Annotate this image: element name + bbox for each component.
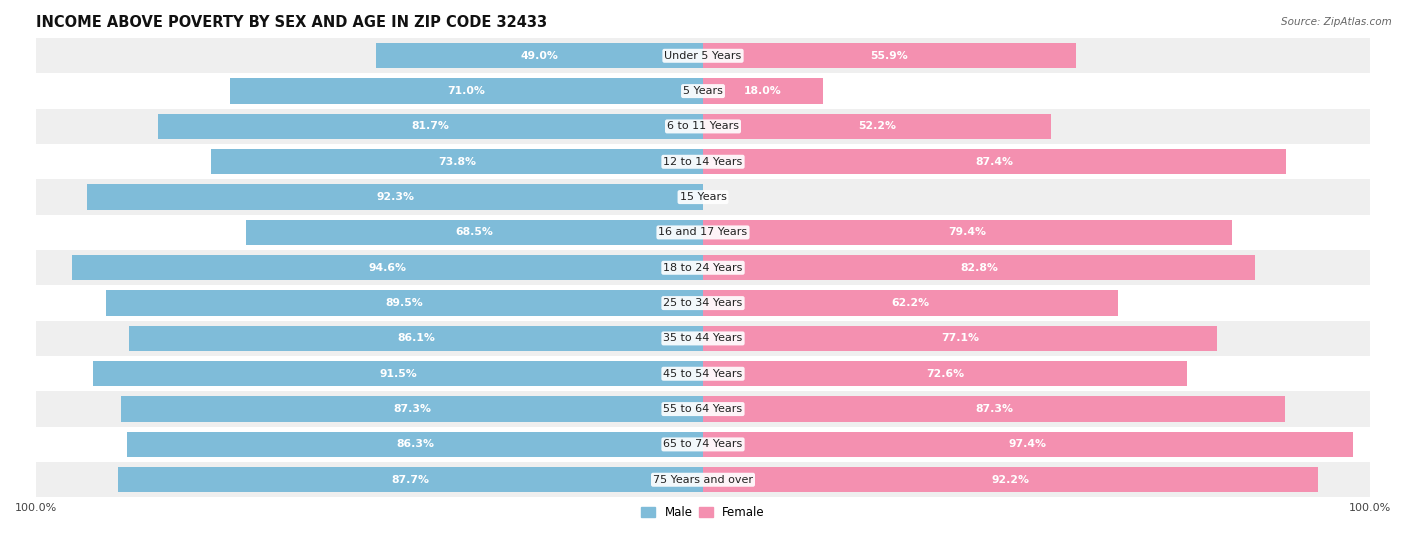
Bar: [157, 113, 703, 139]
Bar: [703, 361, 1187, 386]
Bar: [37, 144, 1369, 179]
Bar: [246, 220, 703, 245]
Legend: Male, Female: Male, Female: [637, 501, 769, 524]
Bar: [229, 78, 703, 104]
Bar: [37, 286, 1369, 321]
Text: 79.4%: 79.4%: [949, 228, 987, 238]
Text: 73.8%: 73.8%: [437, 157, 475, 167]
Bar: [703, 290, 1118, 316]
Text: 87.4%: 87.4%: [976, 157, 1014, 167]
Text: 15 Years: 15 Years: [679, 192, 727, 202]
Text: 16 and 17 Years: 16 and 17 Years: [658, 228, 748, 238]
Bar: [37, 321, 1369, 356]
Bar: [703, 432, 1353, 457]
Bar: [703, 149, 1286, 174]
Bar: [703, 220, 1233, 245]
Bar: [703, 43, 1076, 69]
Bar: [87, 184, 703, 210]
Bar: [377, 43, 703, 69]
Text: Under 5 Years: Under 5 Years: [665, 51, 741, 61]
Text: 62.2%: 62.2%: [891, 298, 929, 308]
Text: 97.4%: 97.4%: [1008, 439, 1047, 449]
Bar: [703, 78, 823, 104]
Text: 45 to 54 Years: 45 to 54 Years: [664, 369, 742, 379]
Text: 77.1%: 77.1%: [941, 333, 979, 343]
Text: Source: ZipAtlas.com: Source: ZipAtlas.com: [1281, 17, 1392, 27]
Text: 94.6%: 94.6%: [368, 263, 406, 273]
Text: 55.9%: 55.9%: [870, 51, 908, 61]
Text: 87.3%: 87.3%: [976, 404, 1014, 414]
Text: 68.5%: 68.5%: [456, 228, 494, 238]
Text: 91.5%: 91.5%: [380, 369, 416, 379]
Text: 92.2%: 92.2%: [991, 475, 1029, 485]
Text: 87.7%: 87.7%: [392, 475, 430, 485]
Text: 18.0%: 18.0%: [744, 86, 782, 96]
Text: 72.6%: 72.6%: [927, 369, 965, 379]
Bar: [37, 391, 1369, 427]
Text: 12 to 14 Years: 12 to 14 Years: [664, 157, 742, 167]
Bar: [37, 38, 1369, 73]
Text: 89.5%: 89.5%: [385, 298, 423, 308]
Text: 92.3%: 92.3%: [377, 192, 415, 202]
Text: 86.1%: 86.1%: [396, 333, 434, 343]
Text: 55 to 64 Years: 55 to 64 Years: [664, 404, 742, 414]
Bar: [37, 356, 1369, 391]
Text: 82.8%: 82.8%: [960, 263, 998, 273]
Bar: [703, 113, 1052, 139]
Bar: [211, 149, 703, 174]
Bar: [703, 396, 1285, 422]
Bar: [129, 326, 703, 351]
Bar: [37, 462, 1369, 498]
Text: 35 to 44 Years: 35 to 44 Years: [664, 333, 742, 343]
Text: 65 to 74 Years: 65 to 74 Years: [664, 439, 742, 449]
Bar: [37, 250, 1369, 286]
Bar: [37, 179, 1369, 215]
Bar: [37, 215, 1369, 250]
Bar: [703, 326, 1218, 351]
Text: 81.7%: 81.7%: [412, 121, 450, 131]
Text: 25 to 34 Years: 25 to 34 Years: [664, 298, 742, 308]
Bar: [118, 467, 703, 492]
Bar: [93, 361, 703, 386]
Text: 18 to 24 Years: 18 to 24 Years: [664, 263, 742, 273]
Bar: [121, 396, 703, 422]
Text: 75 Years and over: 75 Years and over: [652, 475, 754, 485]
Text: 71.0%: 71.0%: [447, 86, 485, 96]
Bar: [128, 432, 703, 457]
Text: 86.3%: 86.3%: [396, 439, 434, 449]
Bar: [72, 255, 703, 281]
Bar: [37, 109, 1369, 144]
Text: 5 Years: 5 Years: [683, 86, 723, 96]
Text: 52.2%: 52.2%: [858, 121, 896, 131]
Bar: [105, 290, 703, 316]
Bar: [703, 467, 1317, 492]
Text: 6 to 11 Years: 6 to 11 Years: [666, 121, 740, 131]
Bar: [37, 73, 1369, 109]
Text: INCOME ABOVE POVERTY BY SEX AND AGE IN ZIP CODE 32433: INCOME ABOVE POVERTY BY SEX AND AGE IN Z…: [37, 15, 547, 30]
Text: 87.3%: 87.3%: [392, 404, 430, 414]
Bar: [37, 427, 1369, 462]
Text: 49.0%: 49.0%: [520, 51, 558, 61]
Bar: [703, 255, 1256, 281]
